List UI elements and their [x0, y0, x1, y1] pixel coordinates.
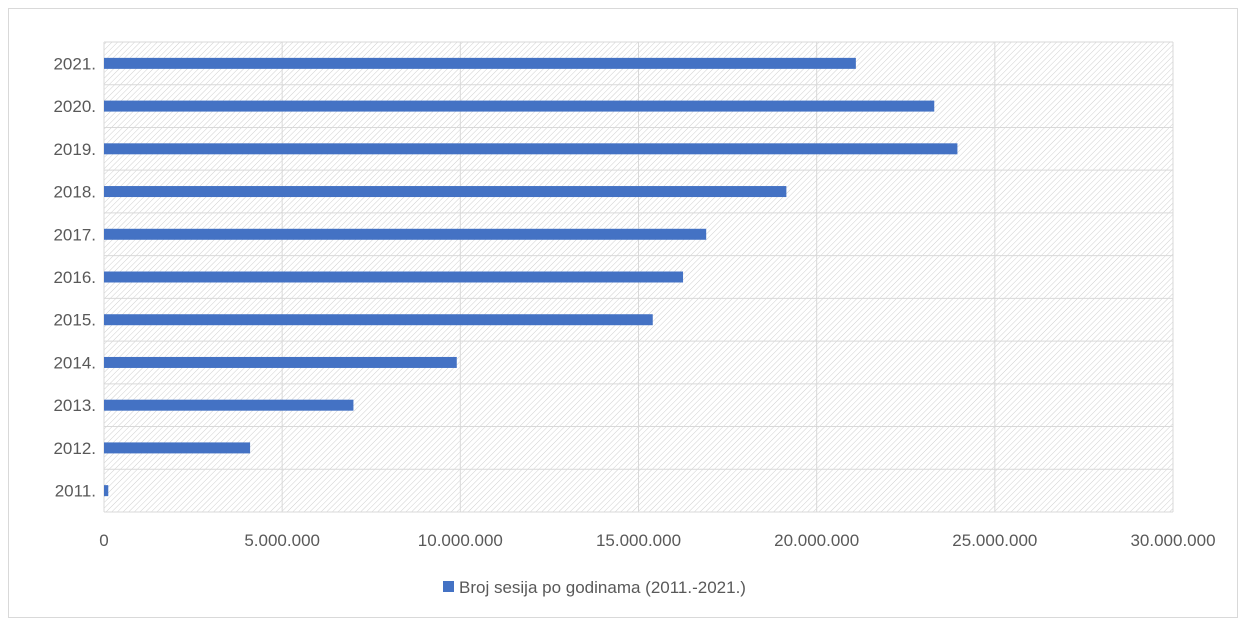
bar-2021 — [104, 57, 856, 69]
bar-2018 — [104, 186, 787, 198]
x-tick-label: 10.000.000 — [418, 531, 503, 550]
y-tick-label: 2019. — [53, 140, 96, 159]
bar-2019 — [104, 143, 958, 155]
x-tick-label: 25.000.000 — [952, 531, 1037, 550]
bar-2011 — [104, 485, 109, 497]
bar-2017 — [104, 228, 707, 240]
bars — [104, 57, 958, 497]
x-tick-label: 5.000.000 — [244, 531, 320, 550]
bar-2012 — [104, 442, 251, 454]
y-tick-label: 2021. — [53, 54, 96, 73]
bar-2015 — [104, 314, 653, 326]
legend-label: Broj sesija po godinama (2011.-2021.) — [459, 578, 746, 597]
y-tick-label: 2011. — [55, 482, 96, 501]
y-tick-label: 2016. — [53, 268, 96, 287]
bar-chart: 2011. 2012. 2013. 2014. 2015. 2016. 2017. 2018.… — [53, 41, 1216, 597]
y-tick-label: 2014. — [53, 353, 96, 372]
bar-2013 — [104, 399, 354, 411]
bar-2020 — [104, 100, 935, 112]
x-tick-label: 20.000.000 — [774, 531, 859, 550]
legend: Broj sesija po godinama (2011.-2021.) — [443, 578, 746, 597]
x-tick-label: 15.000.000 — [596, 531, 681, 550]
y-tick-label: 2020. — [53, 97, 96, 116]
y-tick-label: 2018. — [53, 183, 96, 202]
x-tick-label: 30.000.000 — [1130, 531, 1215, 550]
y-tick-label: 2012. — [53, 439, 96, 458]
x-tick-label: 0 — [99, 531, 108, 550]
bar-2016 — [104, 271, 684, 283]
y-tick-label: 2013. — [53, 396, 96, 415]
y-tick-label: 2015. — [53, 311, 96, 330]
legend-swatch — [443, 581, 454, 592]
y-axis-labels: 2011. 2012. 2013. 2014. 2015. 2016. 2017. 2018.… — [53, 54, 96, 500]
y-tick-label: 2017. — [53, 225, 96, 244]
bar-2014 — [104, 356, 457, 368]
x-axis-labels: 0 5.000.000 10.000.000 15.000.000 20.000.000… — [99, 531, 1215, 550]
chart-container: 2011. 2012. 2013. 2014. 2015. 2016. 2017. 2018.… — [8, 8, 1238, 618]
